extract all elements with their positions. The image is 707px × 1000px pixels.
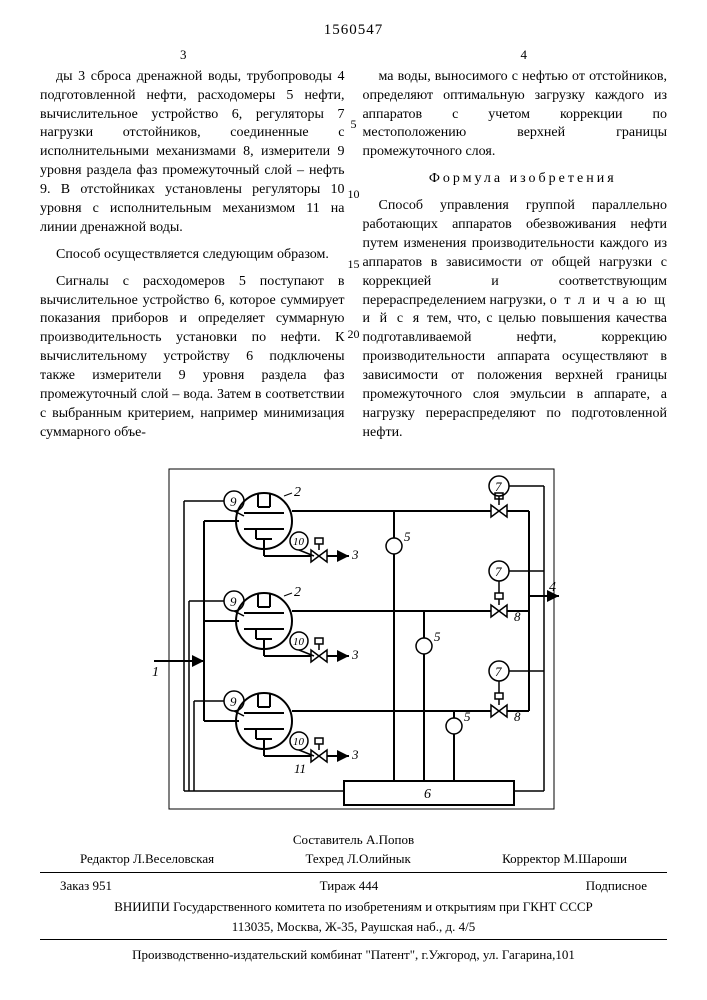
production: Производственно-издательский комбинат "П… — [40, 946, 667, 964]
subscribed: Подписное — [586, 877, 647, 895]
line-marker-15: 15 — [348, 256, 360, 272]
corrector: Корректор М.Шароши — [502, 850, 627, 868]
svg-text:9: 9 — [230, 494, 237, 509]
divider — [40, 872, 667, 873]
formula-title: Формула изобретения — [363, 170, 668, 189]
svg-text:10: 10 — [293, 736, 305, 748]
svg-text:11: 11 — [294, 761, 306, 776]
page-numbers: 3 4 — [40, 46, 667, 64]
left-p3: Сигналы с расходомеров 5 поступают в выч… — [40, 273, 345, 443]
svg-text:10: 10 — [293, 536, 305, 548]
svg-text:3: 3 — [351, 647, 359, 662]
svg-text:10: 10 — [293, 636, 305, 648]
left-p1: ды 3 сброса дренажной воды, трубопроводы… — [40, 68, 345, 238]
right-p2-b: тем, что, с целью повышения качества под… — [363, 311, 668, 439]
svg-text:5: 5 — [404, 529, 411, 544]
page-num-left: 3 — [180, 46, 187, 64]
left-p2: Способ осуществляется следующим образом. — [40, 246, 345, 265]
line-marker-20: 20 — [348, 326, 360, 342]
line-marker-10: 10 — [348, 186, 360, 202]
svg-text:7: 7 — [495, 479, 502, 494]
address: 113035, Москва, Ж-35, Раушская наб., д. … — [40, 918, 667, 936]
institution: ВНИИПИ Государственного комитета по изоб… — [40, 898, 667, 916]
line-marker-5: 5 — [351, 116, 357, 132]
order: Заказ 951 — [60, 877, 112, 895]
right-p2: Способ управления группой параллельно ра… — [363, 197, 668, 443]
svg-text:3: 3 — [351, 747, 359, 762]
left-column: ды 3 сброса дренажной воды, трубопроводы… — [40, 68, 345, 451]
svg-text:2: 2 — [294, 485, 301, 500]
editor: Редактор Л.Веселовская — [80, 850, 214, 868]
svg-text:4: 4 — [549, 580, 556, 595]
label-1: 1 — [152, 665, 159, 680]
tirage: Тираж 444 — [320, 877, 379, 895]
svg-text:7: 7 — [495, 564, 502, 579]
doc-number: 1560547 — [40, 20, 667, 40]
svg-text:3: 3 — [351, 547, 359, 562]
schematic-diagram: 1 9 9 9 2 2 10 3 10 3 10 3 11 5 — [144, 461, 564, 811]
footer: Составитель А.Попов Редактор Л.Веселовск… — [40, 831, 667, 964]
svg-text:9: 9 — [230, 594, 237, 609]
divider2 — [40, 939, 667, 940]
svg-text:2: 2 — [294, 585, 301, 600]
right-p2-a: Способ управления группой параллельно ра… — [363, 198, 668, 307]
svg-text:6: 6 — [424, 787, 431, 802]
text-columns: ды 3 сброса дренажной воды, трубопроводы… — [40, 68, 667, 451]
right-column: 5 10 15 20 ма воды, выносимого с нефтью … — [363, 68, 668, 451]
page-num-right: 4 — [521, 46, 528, 64]
compiler: Составитель А.Попов — [293, 831, 414, 849]
svg-text:7: 7 — [495, 664, 502, 679]
svg-text:9: 9 — [230, 694, 237, 709]
right-p1: ма воды, выносимого с нефтью от отстойни… — [363, 68, 668, 162]
svg-text:5: 5 — [434, 629, 441, 644]
tech: Техред Л.Олийнык — [305, 850, 410, 868]
